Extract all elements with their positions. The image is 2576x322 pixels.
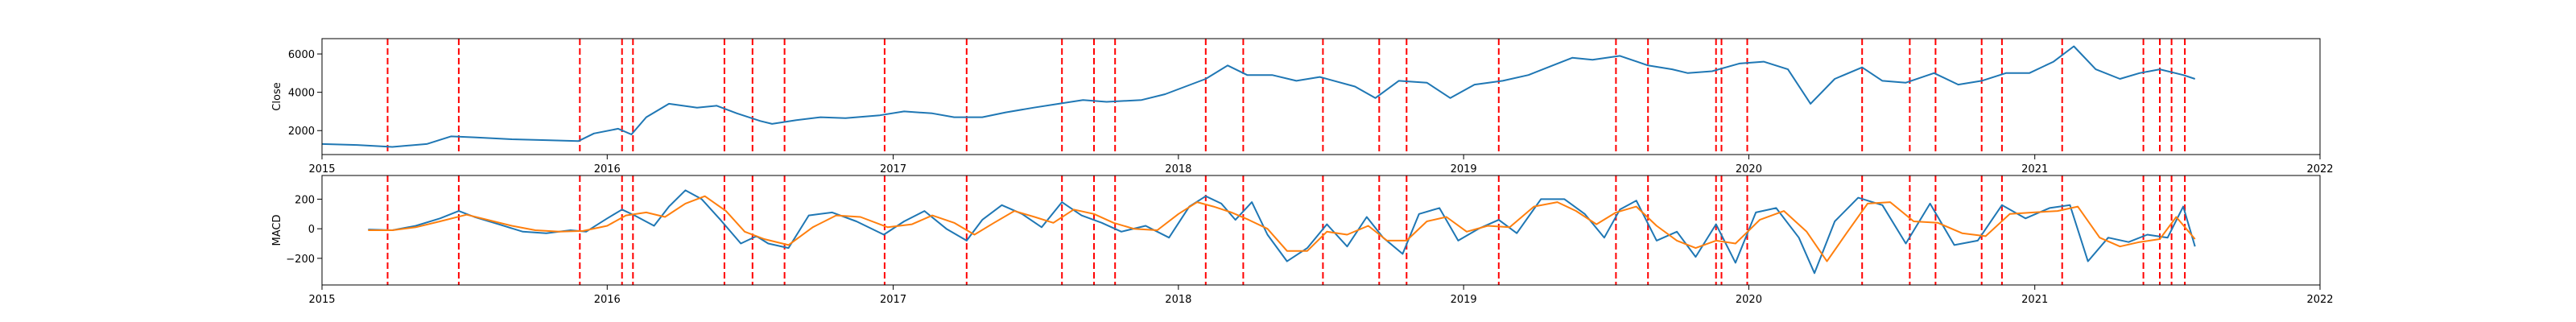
series-group (368, 189, 2196, 275)
x-tick-label: 2016 (594, 294, 621, 306)
x-tick-label: 2020 (1736, 294, 1762, 306)
y-tick-label: −200 (286, 254, 315, 266)
plot-frame (321, 175, 2321, 286)
y-axis-label: Close (271, 82, 283, 110)
x-tick-label: 2017 (880, 294, 906, 306)
x-tick-label: 2020 (1736, 163, 1762, 175)
series-line-1 (321, 45, 2196, 148)
y-axis: −200 0 200 (286, 194, 322, 266)
y-tick-label: 6000 (288, 49, 315, 61)
y-tick-label: 4000 (288, 88, 315, 100)
macd-panel: 2015 2016 2017 2018 2019 2020 2021 2022 −200 0 20… (271, 175, 2334, 306)
x-tick-label: 2021 (2021, 163, 2048, 175)
y-axis: 2000 4000 6000 (288, 49, 322, 138)
signal-lines (386, 39, 2186, 155)
x-axis: 2015 2016 2017 2018 2019 2020 2021 2022 (308, 285, 2334, 306)
x-tick-label: 2017 (880, 163, 906, 175)
y-tick-label: 2000 (288, 126, 315, 138)
y-tick-label: 200 (295, 194, 315, 206)
y-axis-label: MACD (271, 215, 283, 246)
series-group (321, 45, 2196, 148)
x-tick-label: 2016 (594, 163, 621, 175)
x-tick-label: 2018 (1165, 163, 1191, 175)
x-tick-label: 2019 (1451, 163, 1477, 175)
x-tick-label: 2015 (308, 163, 335, 175)
y-tick-label: 0 (308, 224, 315, 236)
x-tick-label: 2022 (2306, 294, 2333, 306)
x-tick-label: 2015 (308, 294, 335, 306)
x-axis: 2015 2016 2017 2018 2019 2020 2021 2022 (308, 155, 2334, 175)
series-line-2 (368, 195, 2196, 262)
x-tick-label: 2021 (2021, 294, 2048, 306)
close-price-panel: 2015 2016 2017 2018 2019 2020 2021 2022 2000 400… (271, 38, 2334, 175)
x-tick-label: 2022 (2306, 163, 2333, 175)
plot-frame (321, 38, 2321, 155)
x-tick-label: 2018 (1165, 294, 1191, 306)
x-tick-label: 2019 (1451, 294, 1477, 306)
